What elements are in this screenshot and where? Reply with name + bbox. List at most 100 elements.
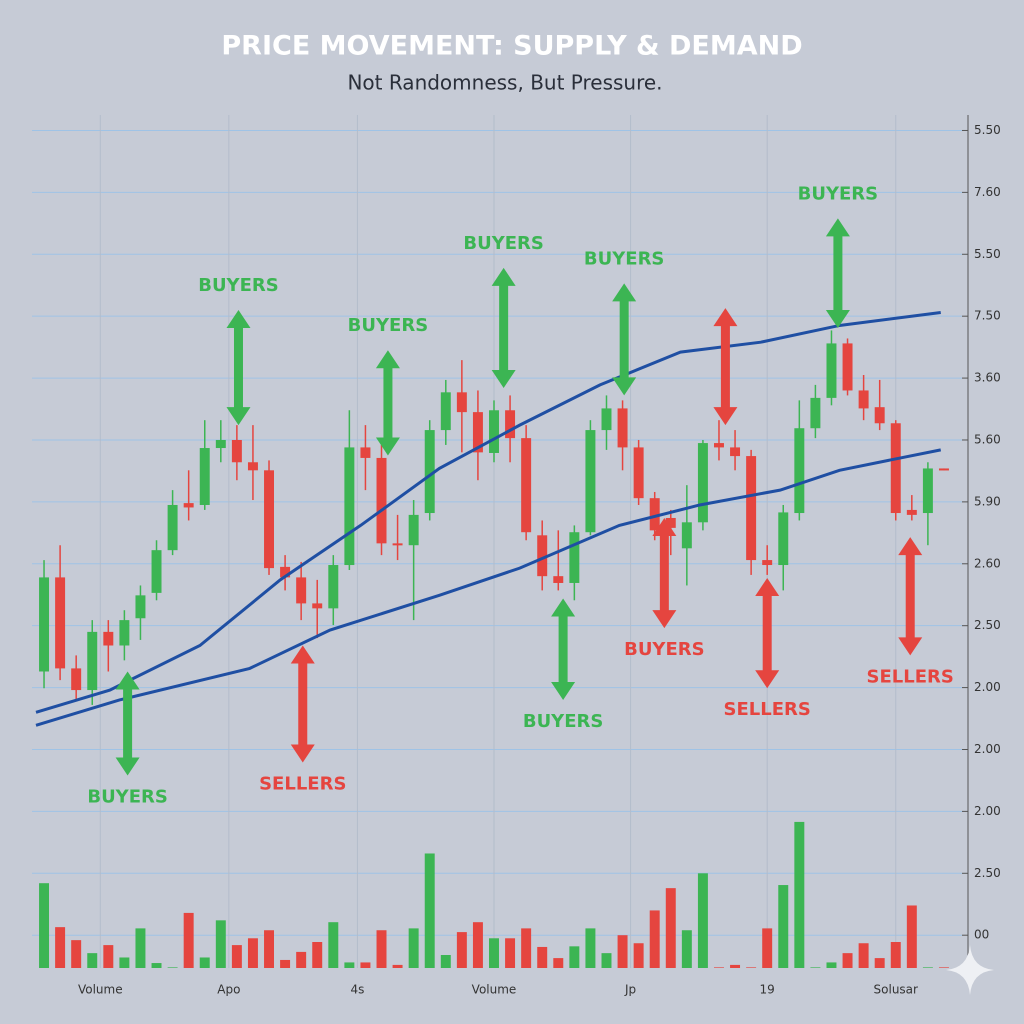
candle-body bbox=[906, 509, 917, 515]
volume-bar bbox=[681, 930, 692, 968]
chart-title: PRICE MOVEMENT: SUPPLY & DEMAND bbox=[221, 31, 802, 62]
volume-bar bbox=[553, 958, 564, 968]
candle-body bbox=[922, 468, 933, 514]
volume-bar bbox=[505, 938, 516, 968]
volume-bar bbox=[697, 873, 708, 968]
candle-body bbox=[247, 462, 258, 471]
volume-bar bbox=[87, 953, 98, 968]
volume-bar bbox=[472, 922, 483, 968]
candle-body bbox=[215, 439, 226, 449]
volume-bar bbox=[231, 945, 242, 968]
x-tick-label: Apo bbox=[217, 983, 240, 997]
y-tick-label: 3.60 bbox=[974, 371, 1001, 385]
volume-bar bbox=[312, 942, 323, 968]
candle-body bbox=[778, 512, 789, 566]
candle-body bbox=[874, 407, 885, 424]
y-tick-label: 2.50 bbox=[974, 866, 1001, 880]
x-tick-label: Volume bbox=[472, 983, 517, 997]
candle-body bbox=[199, 448, 210, 505]
pressure-arrow bbox=[115, 671, 140, 776]
volume-bar bbox=[762, 928, 773, 968]
pressure-arrow bbox=[375, 350, 400, 456]
volume-bar bbox=[794, 821, 805, 968]
candle-body bbox=[424, 430, 435, 514]
candle-body bbox=[296, 577, 307, 604]
volume-bar bbox=[890, 942, 901, 968]
x-tick-label: 19 bbox=[760, 983, 775, 997]
volume-bar bbox=[730, 964, 741, 968]
candle-body bbox=[151, 550, 162, 593]
pressure-arrow bbox=[551, 598, 576, 700]
candle-body bbox=[730, 447, 741, 457]
annotation-label: BUYERS bbox=[624, 639, 705, 660]
candle-body bbox=[456, 392, 467, 413]
candle-body bbox=[392, 543, 403, 546]
y-tick-label: 2.50 bbox=[974, 618, 1001, 632]
y-tick-label: 2.00 bbox=[974, 742, 1001, 756]
candle-body bbox=[505, 410, 516, 439]
volume-bar bbox=[826, 962, 837, 968]
volume-bar bbox=[810, 967, 821, 968]
volume-bar bbox=[601, 953, 612, 968]
x-tick-label: Solusar bbox=[874, 983, 919, 997]
candle-body bbox=[119, 620, 130, 646]
volume-bar bbox=[408, 928, 419, 968]
candle-body bbox=[553, 576, 564, 583]
candle-body bbox=[71, 668, 82, 691]
candle-body bbox=[489, 410, 499, 453]
candle-body bbox=[794, 428, 805, 514]
candle-body bbox=[231, 439, 242, 463]
candle-body bbox=[521, 438, 532, 533]
volume-bar bbox=[456, 932, 467, 968]
volume-bar bbox=[247, 938, 258, 968]
x-tick-label: 4s bbox=[350, 983, 364, 997]
volume-bar bbox=[617, 935, 628, 968]
volume-bar bbox=[183, 912, 194, 968]
candle-body bbox=[826, 343, 837, 398]
candle-body bbox=[312, 603, 323, 609]
pressure-arrow bbox=[290, 645, 315, 763]
y-tick-label: 5.60 bbox=[974, 432, 1001, 446]
y-tick-label: 2.60 bbox=[974, 556, 1001, 570]
annotation-label: BUYERS bbox=[523, 711, 604, 732]
candle-body bbox=[681, 522, 692, 549]
candle-body bbox=[569, 532, 580, 583]
volume-bar bbox=[778, 885, 789, 968]
volume-bar bbox=[906, 905, 917, 968]
candle-body bbox=[280, 566, 291, 578]
candle-body bbox=[440, 392, 451, 431]
candle-body bbox=[665, 517, 676, 528]
annotation-label: BUYERS bbox=[198, 275, 279, 296]
volume-bar bbox=[55, 927, 66, 968]
volume-bar bbox=[938, 967, 949, 968]
candle-body bbox=[585, 430, 596, 533]
annotation-label: SELLERS bbox=[724, 699, 811, 720]
volume-bar bbox=[569, 946, 580, 968]
annotation-label: BUYERS bbox=[798, 183, 879, 204]
pressure-arrow bbox=[825, 218, 850, 328]
x-tick-label: Jp bbox=[624, 983, 636, 997]
volume-bar bbox=[103, 945, 114, 968]
annotation-label: BUYERS bbox=[463, 233, 544, 254]
pressure-arrow bbox=[755, 578, 780, 689]
candle-body bbox=[376, 457, 387, 544]
sparkle-icon bbox=[946, 945, 994, 995]
volume-bar bbox=[585, 928, 596, 968]
volume-bar bbox=[489, 938, 499, 968]
volume-bar bbox=[376, 930, 387, 968]
volume-bar bbox=[151, 963, 162, 968]
candle-body bbox=[810, 397, 821, 429]
candle-body bbox=[39, 577, 50, 672]
moving-average-line bbox=[35, 310, 941, 714]
pressure-arrow bbox=[652, 517, 677, 629]
y-tick-label: 5.90 bbox=[974, 494, 1001, 508]
volume-bar bbox=[71, 940, 82, 968]
volume-bar bbox=[633, 943, 644, 968]
volume-bar bbox=[392, 964, 403, 968]
volume-bar bbox=[842, 953, 853, 968]
volume-bar bbox=[440, 955, 451, 968]
candle-body bbox=[360, 447, 371, 458]
candle-body bbox=[842, 343, 853, 391]
